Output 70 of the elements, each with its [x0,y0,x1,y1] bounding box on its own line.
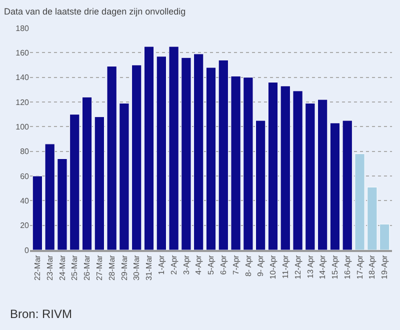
bar [379,224,390,250]
bar [305,102,316,250]
bar [181,57,192,250]
x-tick-label: 31-Mar [144,254,154,281]
bar [44,144,55,250]
bar [194,54,204,250]
y-tick-label: 120 [16,98,30,107]
x-tick-label: 30-Mar [132,254,142,281]
bar [132,64,142,250]
x-tick-label: 3-Apr [182,254,191,275]
x-tick-label: 13 Apr [306,254,315,278]
bar [280,86,290,250]
x-tick-label: 16-Apr [342,254,352,280]
x-tick-label: 9- Apr [256,254,266,277]
bar [32,176,43,250]
x-tick-label: 4-Apr [194,254,204,275]
x-tick-label: 25-Mar [70,254,80,281]
x-tick-label: 12-Apr [293,254,302,280]
chart-title: Data van de laatste drie dagen zijn onvolledig [4,6,186,17]
x-tick-label: 26-Mar [82,254,92,281]
bar [106,66,117,250]
y-tick-label: 160 [16,48,30,58]
bar [218,60,228,250]
y-tick-label: 80 [20,147,30,156]
bar [82,96,92,250]
x-tick-label: 2-Apr [169,254,178,275]
x-tick-label: 6-Apr [219,254,228,275]
bar [144,46,154,250]
x-tick-label: 17-Apr [355,254,364,280]
bar [354,154,365,250]
x-tick-label: 27-Mar [95,254,104,281]
bar [57,158,68,250]
x-tick-label: 28-Mar [107,254,116,281]
bar [156,56,166,250]
bar [317,99,328,250]
y-tick-label: 100 [16,122,30,132]
x-tick-label: 11-Apr [280,254,290,279]
bar [256,120,266,250]
bar [292,90,303,250]
x-tick-label: 24-Mar [58,254,67,281]
x-tick-label: 1-Apr [157,254,166,275]
text: Bron: RIVM [10,307,72,321]
x-tick-label: 29-Mar [120,254,129,281]
bar [330,122,340,250]
y-tick-label: 60 [20,172,30,181]
bar [94,116,105,250]
y-tick-label: 140 [16,73,30,82]
bar [268,82,278,250]
x-tick-label: 23-Mar [45,254,54,281]
bar [230,76,241,250]
bar [70,114,80,250]
x-tick-label: 15-Apr [330,254,340,280]
x-tick-label: 22-Mar [33,254,42,281]
y-tick-label: 40 [20,196,30,206]
x-tick-label: 10-Apr [268,254,278,280]
x-tick-label: 14-Apr [318,254,328,280]
bar [367,186,378,250]
x-tick-label: 18-Apr [368,254,377,280]
bar [342,120,352,250]
bar [243,77,254,250]
bar [206,67,216,250]
x-tick-label: 7-Apr [231,254,240,275]
y-tick-label: 180 [16,24,30,33]
bar [119,102,130,250]
bar [168,46,179,250]
y-tick-label: 0 [24,246,30,255]
x-tick-label: 19-Apr [380,254,390,280]
x-tick-label: 8- Apr [244,254,253,277]
y-tick-label: 20 [20,221,30,230]
x-tick-label: 5-Apr [206,254,216,275]
